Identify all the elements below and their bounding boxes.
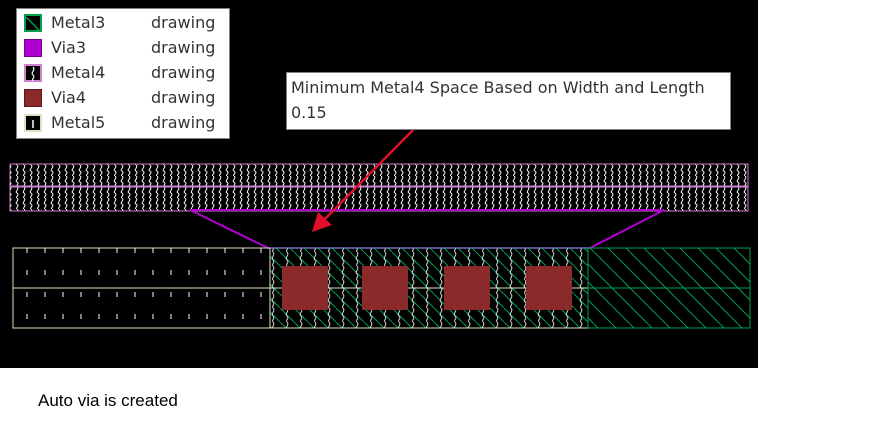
- legend-row-metal5[interactable]: Metal5 drawing: [24, 112, 224, 134]
- legend-purpose-label: drawing: [151, 13, 216, 32]
- via4-cut[interactable]: [444, 266, 490, 310]
- metal4-swatch-icon: [24, 64, 42, 82]
- legend-row-via4[interactable]: Via4 drawing: [24, 87, 224, 109]
- metal5-swatch-icon: [24, 114, 42, 132]
- via4-cut[interactable]: [526, 266, 572, 310]
- via3-swatch-icon: [24, 39, 42, 57]
- legend-layer-label: Metal3: [51, 13, 106, 32]
- layer-legend: Metal3 drawing Via3 drawing Metal4 drawi…: [16, 8, 230, 139]
- legend-layer-label: Metal5: [51, 113, 106, 132]
- callout-title: Minimum Metal4 Space Based on Width and …: [291, 78, 705, 97]
- metal3-wire[interactable]: [270, 247, 751, 329]
- legend-purpose-label: drawing: [151, 113, 216, 132]
- via4-cut[interactable]: [362, 266, 408, 310]
- callout-value: 0.15: [291, 103, 327, 122]
- legend-row-via3[interactable]: Via3 drawing: [24, 37, 224, 59]
- layout-geometry[interactable]: [0, 0, 758, 368]
- legend-row-metal4[interactable]: Metal4 drawing: [24, 62, 224, 84]
- legend-layer-label: Metal4: [51, 63, 106, 82]
- via4-cut[interactable]: [282, 266, 328, 310]
- metal3-swatch-icon: [24, 14, 42, 32]
- via3-trapezoid[interactable]: [189, 209, 665, 249]
- figure-caption: Auto via is created: [38, 391, 178, 410]
- legend-layer-label: Via4: [51, 88, 87, 107]
- spacing-rule-callout: Minimum Metal4 Space Based on Width and …: [286, 72, 731, 130]
- legend-layer-label: Via3: [51, 38, 87, 57]
- legend-row-metal3[interactable]: Metal3 drawing: [24, 12, 224, 34]
- legend-purpose-label: drawing: [151, 88, 216, 107]
- via4-swatch-icon: [24, 89, 42, 107]
- legend-purpose-label: drawing: [151, 63, 216, 82]
- metal4-upper-wire[interactable]: [9, 163, 749, 212]
- legend-purpose-label: drawing: [151, 38, 216, 57]
- metal5-wire[interactable]: [12, 247, 271, 329]
- callout-arrow: [312, 127, 416, 232]
